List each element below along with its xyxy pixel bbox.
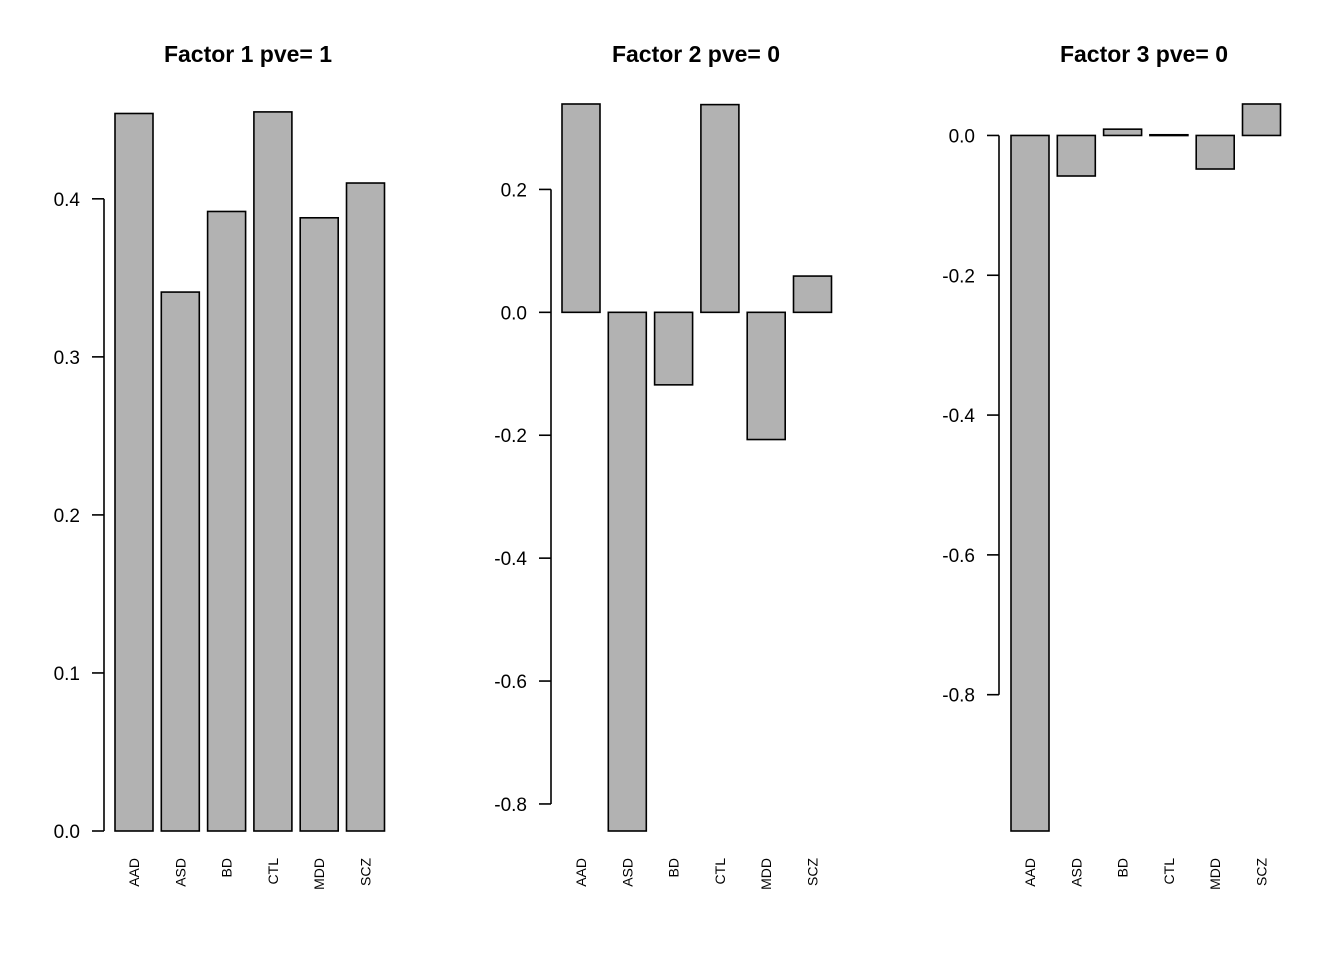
y-tick-label: -0.6 xyxy=(494,672,527,693)
category-label: SCZ xyxy=(1254,858,1270,886)
y-tick-label: 0.4 xyxy=(54,190,81,211)
category-label: SCZ xyxy=(805,858,821,886)
y-tick-label: -0.4 xyxy=(494,549,527,570)
bars xyxy=(561,103,833,832)
category-label: ASD xyxy=(172,858,188,887)
y-tick-label: 0.0 xyxy=(501,303,527,324)
category-label: MDD xyxy=(758,858,774,890)
y-tick-label: -0.4 xyxy=(942,406,975,427)
panel-factor-3: Factor 3 pve= 0 -0.8-0.6-0.4-0.20.0 AAD A… xyxy=(942,41,1282,890)
y-tick-label: 0.3 xyxy=(54,348,80,369)
bar-scz xyxy=(345,182,386,832)
category-label: CTL xyxy=(712,858,728,885)
bar-aad xyxy=(561,103,601,314)
bar-bd xyxy=(206,210,247,832)
category-label: CTL xyxy=(1161,858,1177,885)
y-tick-label: -0.2 xyxy=(942,266,975,287)
y-tick-label: -0.8 xyxy=(942,686,975,707)
panel-title: Factor 3 pve= 0 xyxy=(1060,41,1228,67)
panel-title: Factor 2 pve= 0 xyxy=(612,41,780,67)
bar-bd xyxy=(653,311,694,386)
bar-mdd xyxy=(746,311,787,441)
bar-bd xyxy=(1102,128,1143,137)
bars xyxy=(114,111,386,832)
y-tick-label: 0.1 xyxy=(54,664,80,685)
category-labels: AAD ASD BD CTL MDD SCZ xyxy=(573,858,821,890)
category-label: BD xyxy=(219,858,235,877)
y-tick-label: -0.8 xyxy=(494,795,527,816)
bar-asd xyxy=(1056,134,1097,177)
bar-mdd xyxy=(1195,134,1235,170)
category-label: CTL xyxy=(265,858,281,885)
category-label: AAD xyxy=(1022,858,1038,887)
y-axis: 0.0 0.1 0.2 0.3 0.4 xyxy=(54,190,105,843)
category-labels: AAD ASD BD CTL MDD SCZ xyxy=(1022,858,1270,890)
y-tick-label: 0.2 xyxy=(54,506,80,527)
category-label: BD xyxy=(666,858,682,877)
category-label: ASD xyxy=(1068,858,1084,887)
y-tick-label: -0.2 xyxy=(494,426,527,447)
bar-asd xyxy=(607,311,648,832)
bars xyxy=(1010,103,1282,832)
bar-aad xyxy=(1010,134,1050,832)
y-tick-label: 0.0 xyxy=(54,822,80,843)
bar-ctl xyxy=(700,103,740,314)
bar-ctl xyxy=(1149,133,1189,137)
y-axis: -0.8 -0.6 -0.4 -0.2 0.0 xyxy=(942,126,1000,707)
bar-scz xyxy=(792,275,833,314)
category-label: ASD xyxy=(619,858,635,887)
category-label: AAD xyxy=(126,858,142,887)
category-label: MDD xyxy=(1207,858,1223,890)
bar-mdd xyxy=(299,216,340,832)
category-labels: AAD ASD BD CTL MDD SCZ xyxy=(126,858,374,890)
panel-title: Factor 1 pve= 1 xyxy=(164,41,332,67)
bar-aad xyxy=(114,112,154,832)
bar-ctl xyxy=(253,111,293,832)
y-axis: -0.8 -0.6 -0.4 -0.2 0.0 0.2 xyxy=(494,180,552,816)
y-tick-label: -0.6 xyxy=(942,546,975,567)
category-label: MDD xyxy=(311,858,327,890)
y-tick-label: 0.2 xyxy=(501,180,527,201)
y-tick-label: 0.0 xyxy=(949,126,975,147)
bar-asd xyxy=(160,291,201,832)
panel-factor-2: Factor 2 pve= 0 -0.8 -0.6 -0.4 -0.2 0.0 0.2 A… xyxy=(494,41,833,890)
category-label: BD xyxy=(1115,858,1131,877)
panel-factor-1: Factor 1 pve= 1 0.0 0.1 0.2 0.3 0.4 AAD ASD BD… xyxy=(54,41,386,890)
category-label: SCZ xyxy=(358,858,374,886)
category-label: AAD xyxy=(573,858,589,887)
bar-scz xyxy=(1241,103,1282,137)
